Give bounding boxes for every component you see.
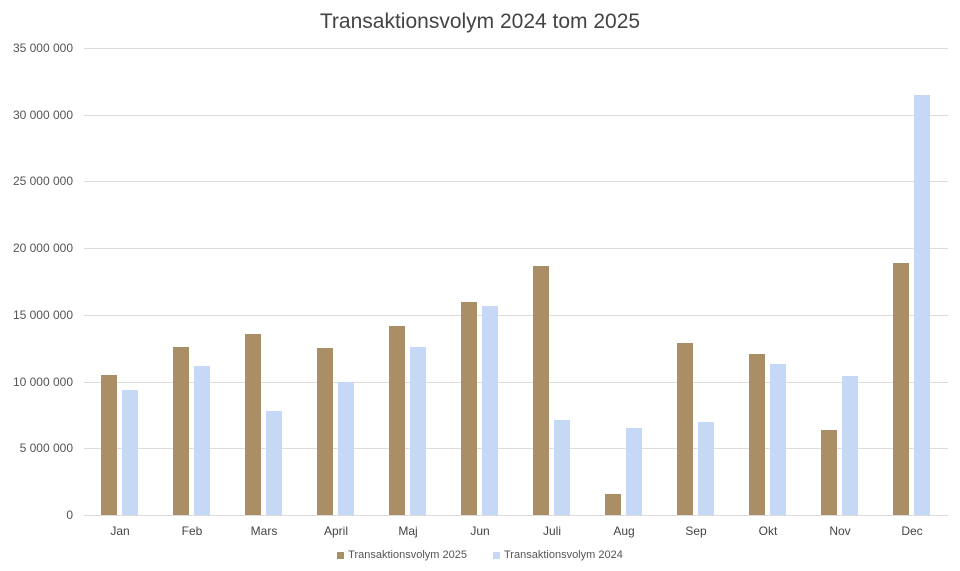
- bar-maj-2024: [410, 346, 426, 515]
- bar-jun-2024: [482, 305, 498, 515]
- bar-juli-2024: [554, 420, 570, 515]
- bar-okt-2024: [770, 364, 786, 515]
- bar-nov-2024: [842, 376, 858, 515]
- bar-maj-2025: [389, 325, 405, 515]
- plot-area: [84, 48, 948, 516]
- x-tick-label: Mars: [250, 524, 278, 538]
- legend: Transaktionsvolym 2025 Transaktionsvolym…: [0, 549, 960, 561]
- x-tick-label: Sep: [685, 524, 707, 538]
- y-tick-label: 10 000 000: [12, 374, 73, 389]
- y-tick-label: 15 000 000: [12, 307, 73, 322]
- y-tick-label: 30 000 000: [12, 107, 73, 122]
- x-tick-label: April: [323, 524, 348, 538]
- bar-april-2024: [338, 381, 354, 515]
- legend-item-2025: Transaktionsvolym 2025: [337, 549, 467, 561]
- legend-swatch-2025: [337, 551, 345, 559]
- legend-label-2024: Transaktionsvolym 2024: [504, 549, 623, 561]
- y-tick-label: 25 000 000: [12, 174, 73, 189]
- bar-mars-2024: [266, 410, 282, 515]
- legend-label-2025: Transaktionsvolym 2025: [348, 549, 467, 561]
- bar-dec-2025: [893, 262, 909, 515]
- x-tick-label: Feb: [181, 524, 203, 538]
- bar-jan-2025: [101, 374, 117, 515]
- bar-juli-2025: [533, 265, 549, 515]
- gridline: [84, 248, 948, 250]
- bar-okt-2025: [749, 353, 765, 515]
- bar-april-2025: [317, 348, 333, 515]
- bar-jun-2025: [461, 301, 477, 515]
- x-tick-label: Juli: [542, 524, 561, 538]
- x-tick-label: Dec: [901, 524, 923, 538]
- bar-sep-2025: [677, 342, 693, 515]
- gridline: [84, 181, 948, 183]
- gridline: [84, 448, 948, 450]
- gridline: [84, 515, 948, 516]
- x-tick-label: Jun: [470, 524, 490, 538]
- bar-feb-2024: [194, 365, 210, 515]
- y-tick-label: 0: [66, 508, 73, 522]
- bar-jan-2024: [122, 389, 138, 515]
- x-tick-label: Maj: [398, 524, 418, 538]
- gridline: [84, 381, 948, 383]
- x-tick-label: Okt: [758, 524, 778, 538]
- legend-swatch-2024: [493, 551, 500, 559]
- x-tick-label: Nov: [829, 524, 851, 538]
- bar-sep-2024: [698, 421, 714, 515]
- bar-nov-2025: [821, 429, 837, 515]
- gridline: [84, 114, 948, 116]
- gridline: [84, 48, 948, 49]
- y-tick-label: 35 000 000: [12, 41, 73, 55]
- bar-aug-2025: [605, 493, 621, 515]
- chart-title: Transaktionsvolym 2024 tom 2025: [319, 10, 641, 33]
- bar-dec-2024: [914, 94, 930, 515]
- y-tick-label: 5 000 000: [19, 441, 73, 456]
- bar-aug-2024: [626, 428, 642, 515]
- bar-feb-2025: [173, 346, 189, 515]
- gridline: [84, 314, 948, 316]
- y-tick-label: 20 000 000: [12, 241, 73, 256]
- bar-mars-2025: [245, 333, 261, 515]
- legend-item-2024: Transaktionsvolym 2024: [493, 549, 623, 561]
- x-tick-label: Jan: [110, 524, 130, 538]
- x-tick-label: Aug: [613, 524, 635, 538]
